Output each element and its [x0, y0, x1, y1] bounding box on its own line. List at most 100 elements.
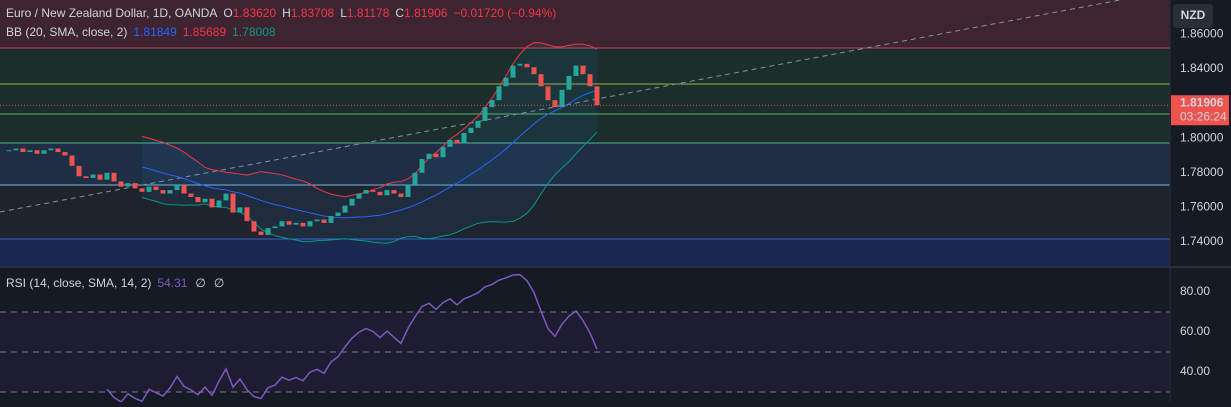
candle — [202, 198, 208, 203]
zone — [0, 0, 1170, 48]
value: 1.85689 — [183, 25, 227, 39]
candle — [188, 193, 194, 197]
value: 1.83620 — [233, 6, 277, 20]
candle — [433, 153, 439, 158]
candle — [580, 65, 586, 75]
candle — [230, 193, 236, 213]
candle — [349, 198, 355, 206]
candle — [419, 158, 425, 173]
candle — [41, 150, 47, 154]
candle — [573, 65, 579, 76]
y-tick-label: 1.74000 — [1180, 234, 1224, 248]
candle — [160, 190, 166, 194]
y-tick-label: 1.76000 — [1180, 200, 1224, 214]
y-tick-label: 1.84000 — [1180, 61, 1224, 75]
candle — [83, 176, 89, 178]
candle — [440, 146, 446, 158]
candle — [335, 212, 341, 217]
candle — [13, 148, 19, 151]
candle — [300, 222, 306, 227]
bb-basis — [141, 90, 598, 219]
label: L — [340, 6, 347, 20]
value: 54.31 — [157, 276, 187, 290]
candle — [90, 174, 96, 178]
candle — [391, 190, 397, 194]
candle — [55, 148, 61, 153]
candle — [209, 198, 215, 208]
candle — [216, 200, 222, 208]
candle — [342, 205, 348, 213]
candle — [167, 190, 173, 194]
value: 1.81178 — [347, 6, 390, 20]
candle — [69, 155, 75, 166]
candle — [468, 127, 474, 133]
candle — [279, 221, 285, 227]
zone — [0, 143, 1170, 185]
candle — [384, 190, 390, 196]
price-value: 1.81906 — [1180, 95, 1224, 109]
candle — [377, 191, 383, 196]
candle — [76, 165, 82, 177]
label: C — [395, 6, 404, 20]
label: BB (20, SMA, close, 2) — [6, 25, 127, 39]
candle — [181, 184, 187, 194]
candle — [265, 228, 271, 236]
candle — [195, 196, 201, 203]
candle — [405, 184, 411, 197]
candle — [153, 186, 159, 191]
candle — [293, 222, 299, 225]
candle — [62, 152, 68, 156]
currency-badge[interactable] — [1173, 4, 1213, 28]
candle — [125, 183, 131, 187]
symbol: Euro / New Zealand Dollar, 1D, OANDA — [6, 6, 217, 20]
candle — [454, 139, 460, 144]
candle — [482, 107, 488, 121]
candle — [461, 133, 467, 144]
candle — [97, 174, 103, 180]
candle — [321, 219, 327, 223]
bb-legend: BB (20, SMA, close, 2) 1.81849 1.85689 1.78… — [6, 25, 276, 39]
candle — [328, 216, 334, 223]
candle — [104, 172, 110, 180]
candle — [244, 207, 250, 222]
candle — [426, 153, 432, 159]
zone — [0, 48, 1170, 143]
candle — [118, 181, 124, 187]
candle — [538, 74, 544, 87]
candle — [146, 186, 152, 192]
price-badge — [1171, 95, 1229, 126]
candle — [545, 86, 551, 101]
rsi-line — [106, 273, 598, 403]
candle — [517, 63, 523, 66]
value: ∅ — [195, 276, 205, 290]
candle — [132, 183, 138, 189]
label: RSI (14, close, SMA, 14, 2) — [6, 276, 151, 290]
candle — [34, 150, 40, 154]
candle — [286, 221, 292, 225]
candle — [447, 139, 453, 147]
candle — [524, 63, 530, 68]
candle — [531, 67, 537, 75]
candle — [370, 190, 376, 192]
candle — [503, 77, 509, 87]
candle — [552, 100, 558, 108]
value: ∅ — [214, 276, 224, 290]
rsi-legend: RSI (14, close, SMA, 14, 2) 54.31 ∅ ∅ — [6, 276, 224, 290]
countdown: 03:26:24 — [1180, 109, 1227, 123]
value: 1.83708 — [291, 6, 335, 20]
candle — [6, 150, 12, 152]
rsi-tick-label: 40.00 — [1180, 364, 1210, 378]
candle — [27, 150, 33, 153]
candle — [272, 226, 278, 229]
change: −0.01720 (−0.94%) — [453, 6, 556, 20]
value: 1.81849 — [133, 25, 177, 39]
value: 1.81906 — [404, 6, 448, 20]
candle — [223, 193, 229, 201]
header: Euro / New Zealand Dollar, 1D, OANDA O1.8… — [6, 6, 556, 20]
candle — [489, 100, 495, 108]
candle — [48, 148, 54, 151]
candle — [258, 231, 264, 236]
candle — [237, 207, 243, 213]
currency[interactable]: NZD — [1181, 8, 1206, 22]
